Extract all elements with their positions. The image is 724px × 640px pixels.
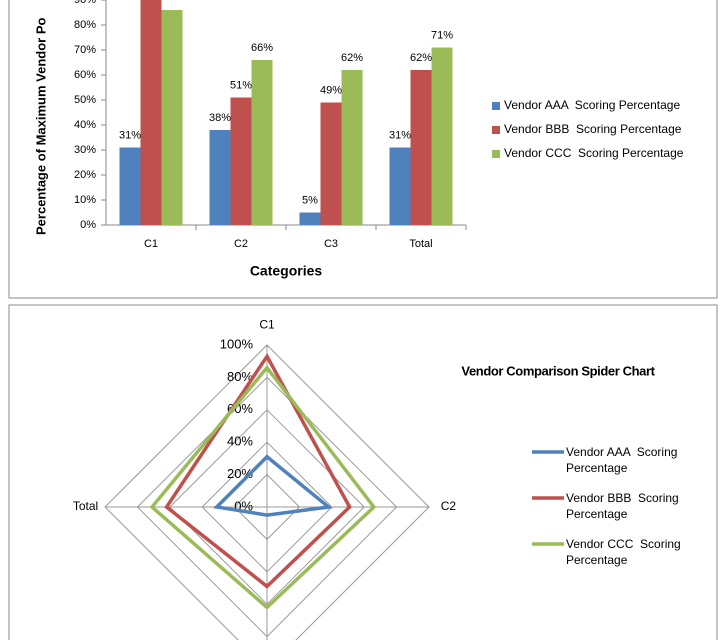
y-tick-label: 80% bbox=[74, 19, 96, 31]
panel bbox=[8, 304, 718, 640]
y-tick-label: 10% bbox=[74, 194, 96, 206]
series-line bbox=[213, 454, 333, 517]
bar bbox=[320, 102, 342, 225]
x-tick-label: C1 bbox=[144, 238, 158, 250]
chart-title: Vendor Comparison Spider Chart bbox=[461, 363, 655, 378]
y-tick-label: 0% bbox=[80, 219, 96, 231]
bar bbox=[341, 70, 363, 225]
legend-label: Vendor BBB Scoring Percentage bbox=[504, 122, 682, 136]
legend-label: Vendor AAA Scoring Percentage bbox=[504, 98, 680, 112]
x-tick-label: C2 bbox=[234, 238, 248, 250]
value-label: 62% bbox=[341, 52, 363, 64]
bar bbox=[140, 0, 162, 225]
value-label: 31% bbox=[389, 129, 411, 141]
y-tick-label: 40% bbox=[74, 119, 96, 131]
y-tick-label: 50% bbox=[74, 94, 96, 106]
y-tick-label: 90% bbox=[74, 0, 96, 6]
r-tick-label: 80% bbox=[227, 369, 253, 384]
bar bbox=[299, 212, 321, 225]
x-axis-title: Categories bbox=[250, 263, 323, 279]
value-label: 66% bbox=[251, 42, 273, 54]
value-label: 38% bbox=[209, 112, 231, 124]
legend-label: Vendor CCC Scoring Percentage bbox=[504, 146, 684, 160]
category-label: C2 bbox=[441, 499, 457, 513]
x-tick-label: C3 bbox=[324, 238, 338, 250]
y-tick-label: 30% bbox=[74, 144, 96, 156]
legend-swatch bbox=[492, 150, 500, 158]
y-tick-label: 60% bbox=[74, 69, 96, 81]
y-tick-label: 70% bbox=[74, 44, 96, 56]
bar bbox=[251, 60, 273, 225]
value-label: 62% bbox=[410, 52, 432, 64]
value-label: 49% bbox=[320, 84, 342, 96]
r-tick-label: 40% bbox=[227, 434, 253, 449]
legend-label: Vendor BBB Scoring Percentage bbox=[566, 491, 683, 521]
legend-swatch bbox=[492, 102, 500, 110]
bar bbox=[431, 47, 453, 225]
category-label: Total bbox=[73, 499, 98, 513]
legend-swatch bbox=[492, 126, 500, 134]
bar bbox=[389, 147, 411, 225]
series-line bbox=[164, 352, 352, 589]
value-label: 5% bbox=[302, 194, 318, 206]
category-label: C1 bbox=[259, 318, 275, 332]
y-axis-title: Percentage of Maximum Vendor Po bbox=[33, 17, 48, 235]
value-label: 51% bbox=[230, 79, 252, 91]
legend-label: Vendor CCC Scoring Percentage bbox=[566, 537, 685, 567]
panel bbox=[8, 0, 718, 299]
bar bbox=[230, 97, 252, 225]
bar bbox=[119, 147, 141, 225]
series-line bbox=[149, 364, 377, 610]
value-label: 31% bbox=[119, 129, 141, 141]
r-tick-label: 100% bbox=[220, 336, 254, 351]
legend-label: Vendor AAA Scoring Percentage bbox=[566, 445, 681, 475]
grid-ring bbox=[104, 344, 430, 640]
y-tick-label: 20% bbox=[74, 169, 96, 181]
bar bbox=[209, 130, 231, 225]
value-label: 71% bbox=[431, 29, 453, 41]
bar bbox=[161, 10, 183, 225]
x-tick-label: Total bbox=[409, 238, 432, 250]
bar bbox=[410, 70, 432, 225]
